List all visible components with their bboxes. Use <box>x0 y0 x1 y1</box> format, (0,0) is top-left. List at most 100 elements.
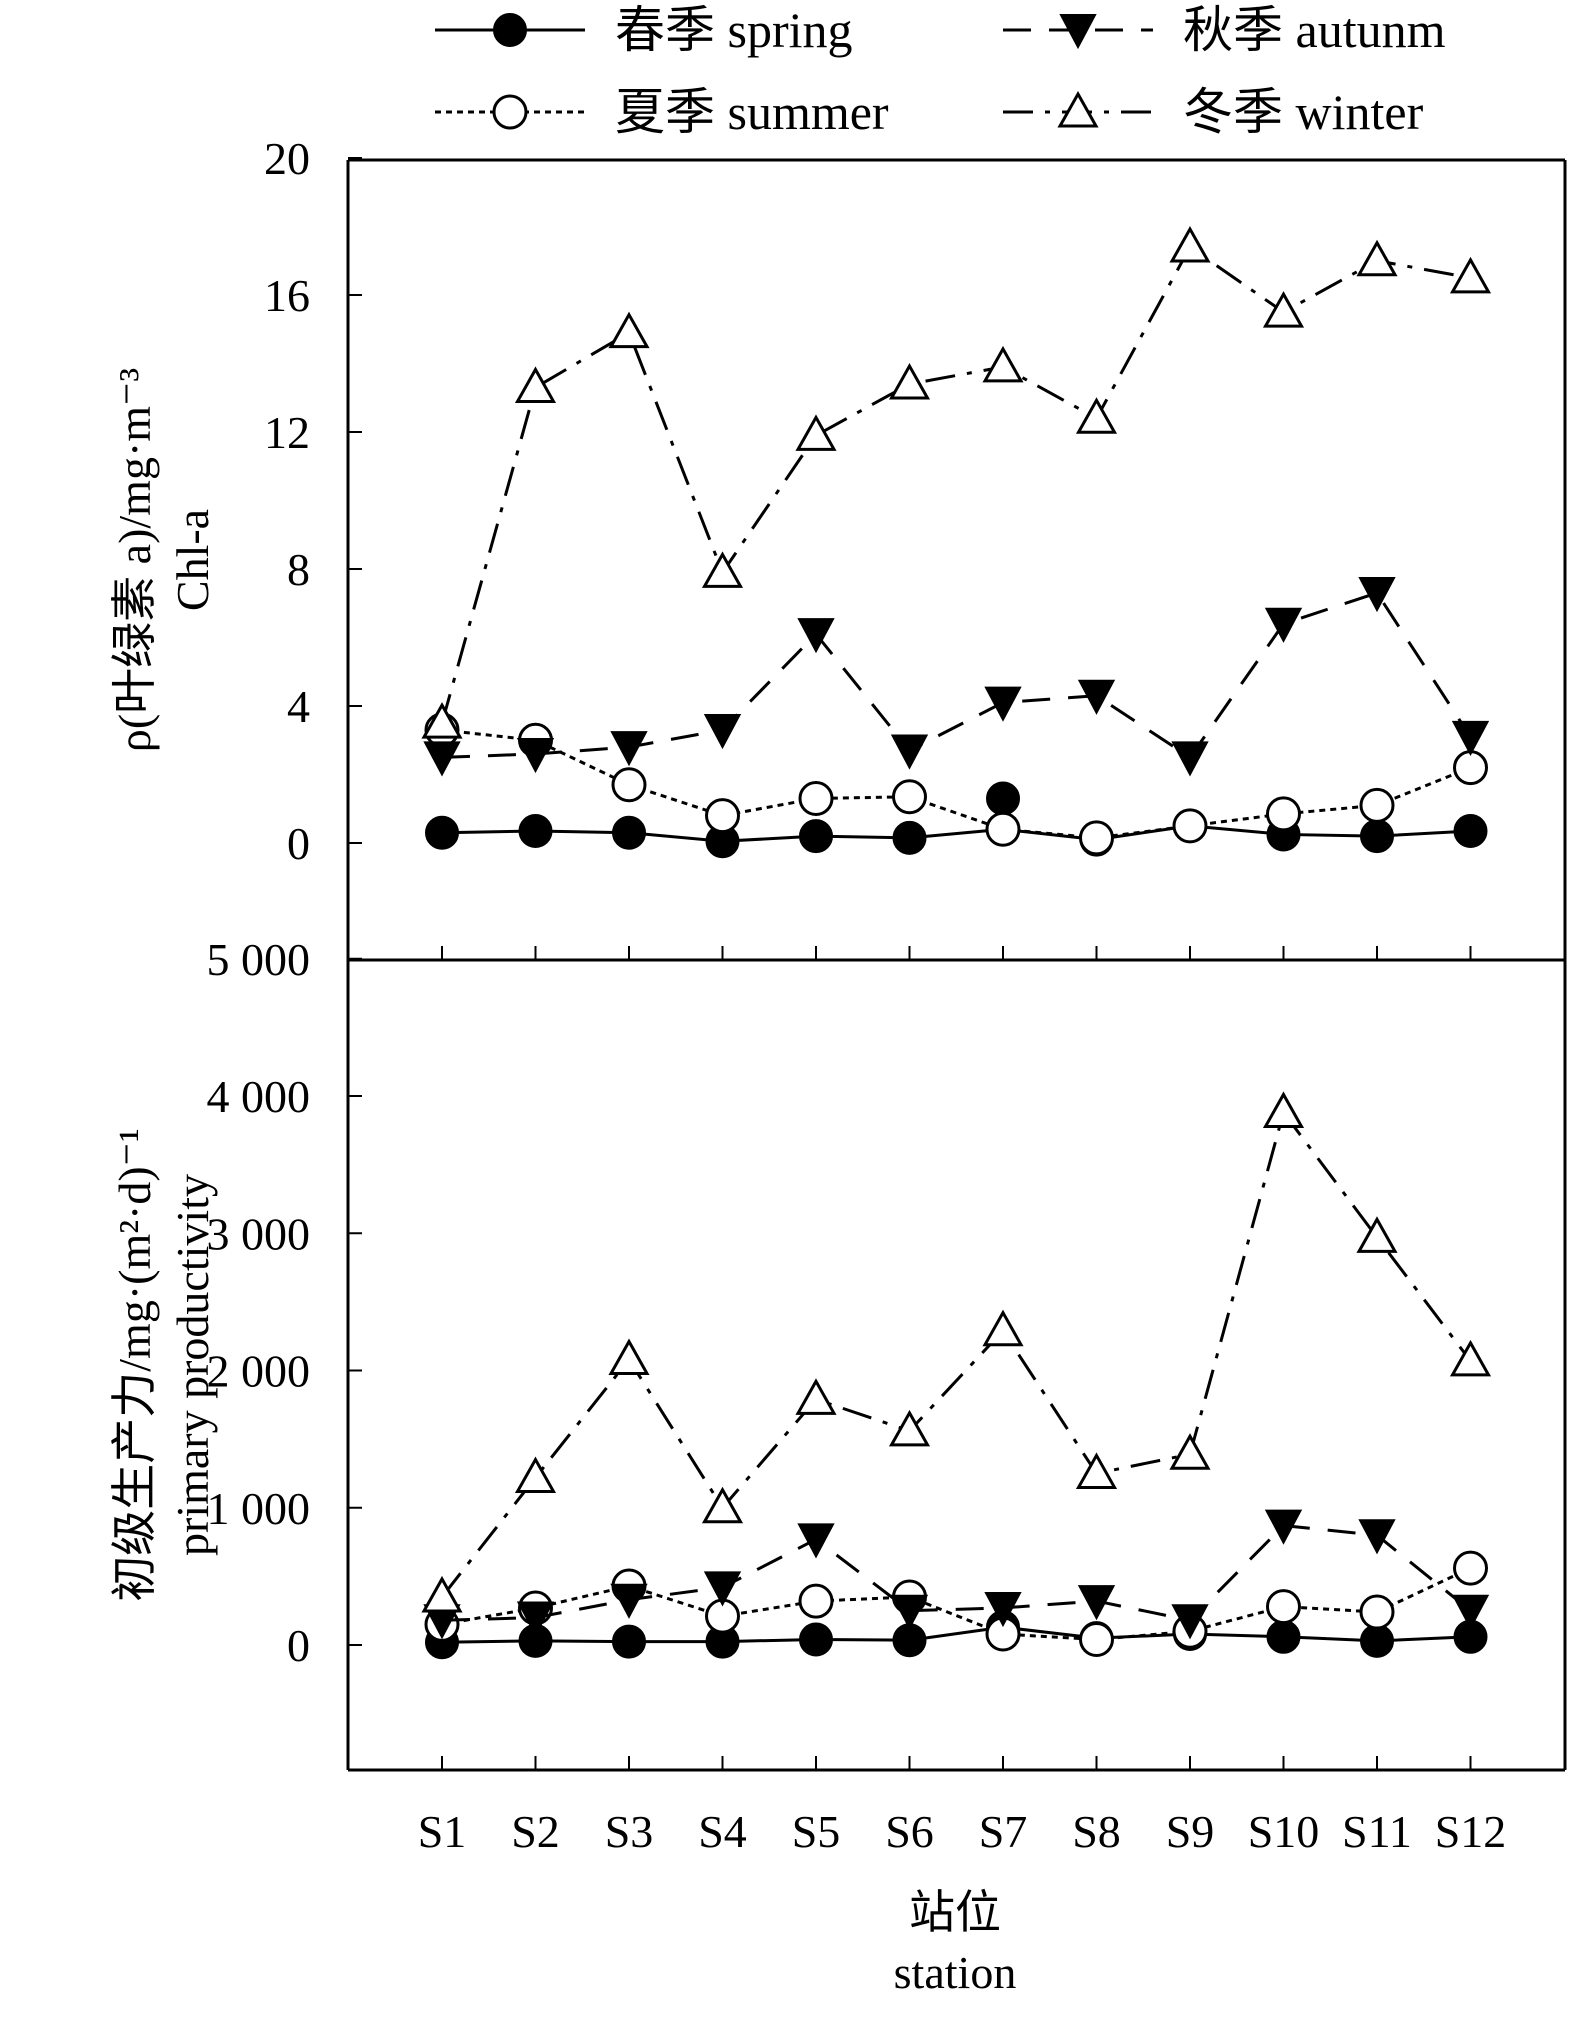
y-axis-title: ρ(叶绿素 a)/mg·m⁻³ <box>109 368 160 752</box>
x-tick-label: S9 <box>1166 1806 1215 1857</box>
data-point <box>516 737 555 774</box>
data-point <box>1449 1339 1492 1377</box>
data-point <box>1360 1623 1394 1658</box>
data-point <box>610 731 648 767</box>
data-point <box>608 1338 650 1376</box>
x-axis-title: station <box>894 1947 1017 1998</box>
y-tick-label: 8 <box>287 544 310 595</box>
data-point <box>421 1575 463 1613</box>
legend: 春季 spring 夏季 summer 秋季 autunm 冬季 winter <box>435 2 1446 140</box>
data-point <box>1262 1091 1305 1128</box>
series-3 <box>423 1509 1490 1640</box>
data-point <box>888 1409 931 1447</box>
data-point <box>703 713 742 750</box>
y-axis-title: Chl-a <box>167 509 218 611</box>
data-point <box>1358 576 1396 613</box>
y-tick-label: 2 000 <box>207 1346 311 1397</box>
series-4 <box>421 225 1492 739</box>
series-1 <box>425 781 1488 859</box>
data-point <box>984 686 1022 722</box>
data-point <box>798 780 834 816</box>
y-tick-label: 3 000 <box>207 1208 311 1259</box>
data-point <box>890 734 929 770</box>
data-point <box>1266 796 1301 832</box>
data-point <box>423 741 461 777</box>
data-point <box>799 819 833 854</box>
data-point <box>799 1622 833 1657</box>
data-point <box>1264 607 1303 643</box>
data-point <box>984 1591 1022 1628</box>
y-tick-label: 4 <box>287 681 310 732</box>
data-point <box>421 702 463 739</box>
data-point <box>1171 1604 1209 1640</box>
data-point <box>1079 1622 1114 1658</box>
data-point <box>798 1583 834 1619</box>
data-point <box>795 1378 837 1415</box>
data-point <box>892 779 927 815</box>
data-point <box>1169 225 1211 263</box>
data-point <box>795 414 837 451</box>
data-point <box>518 814 553 849</box>
data-point <box>890 1594 929 1630</box>
data-point <box>1359 1594 1395 1630</box>
data-point <box>1451 720 1490 756</box>
series-4 <box>421 1091 1492 1613</box>
data-point <box>1077 679 1116 715</box>
x-tick-label: S3 <box>605 1806 654 1857</box>
legend-marker <box>493 13 527 47</box>
data-point <box>1453 1550 1488 1586</box>
series-line <box>440 1109 1472 1598</box>
data-point <box>1451 1594 1490 1630</box>
x-tick-label: S7 <box>979 1806 1028 1857</box>
data-point <box>608 311 650 349</box>
data-point <box>1358 1519 1396 1555</box>
data-point <box>985 811 1021 847</box>
legend-item: 夏季 summer <box>435 84 889 140</box>
legend-marker <box>1059 14 1097 50</box>
y-tick-label: 0 <box>287 1620 310 1671</box>
y-tick-label: 12 <box>264 407 310 458</box>
y-tick-label: 20 <box>264 133 310 184</box>
data-point <box>1266 1619 1301 1654</box>
data-point <box>1264 1509 1303 1545</box>
data-point <box>1449 256 1492 294</box>
x-tick-label: S5 <box>792 1806 841 1857</box>
x-tick-label: S11 <box>1342 1806 1412 1857</box>
data-point <box>610 1583 648 1619</box>
x-tick-label: S2 <box>511 1806 560 1857</box>
data-point <box>1453 814 1488 849</box>
data-point <box>612 815 646 850</box>
data-point <box>982 1309 1024 1347</box>
data-point <box>1262 291 1305 328</box>
x-tick-label: S8 <box>1072 1806 1121 1857</box>
chart-panel-1: 0 4 8 12 16 20 ρ(叶绿素 a)/mg·m⁻³ Chl-a <box>109 133 1492 960</box>
x-tick-label: S6 <box>885 1806 934 1857</box>
series-line <box>441 728 1472 840</box>
data-point <box>1169 1433 1211 1470</box>
legend-label: 夏季 summer <box>615 84 889 140</box>
data-point <box>1075 1452 1118 1489</box>
data-point <box>797 1523 835 1559</box>
data-point <box>425 815 459 850</box>
legend-item: 秋季 autunm <box>1003 2 1446 58</box>
data-point <box>1079 820 1114 856</box>
data-point <box>1266 1589 1301 1625</box>
y-axis-title: 初级生产力/mg·(m²·d)⁻¹ <box>109 1128 160 1601</box>
legend-item: 冬季 winter <box>1003 84 1424 140</box>
series-1 <box>425 1610 1488 1660</box>
chart-panel-2: 0 1 000 2 000 3 000 4 000 5 000 初级生产力/mg·(m²·d… <box>109 934 1506 1998</box>
legend-label: 秋季 autunm <box>1183 2 1446 58</box>
series-3 <box>423 576 1490 777</box>
data-point <box>982 345 1024 383</box>
series-line <box>441 1524 1472 1622</box>
data-point <box>1172 808 1208 844</box>
y-tick-label: 16 <box>264 270 310 321</box>
data-point <box>514 366 557 403</box>
x-tick-label: S10 <box>1248 1806 1320 1857</box>
data-point <box>1453 750 1488 786</box>
series-line <box>441 1566 1472 1642</box>
data-point <box>1075 397 1118 434</box>
legend-label: 春季 spring <box>615 2 853 58</box>
